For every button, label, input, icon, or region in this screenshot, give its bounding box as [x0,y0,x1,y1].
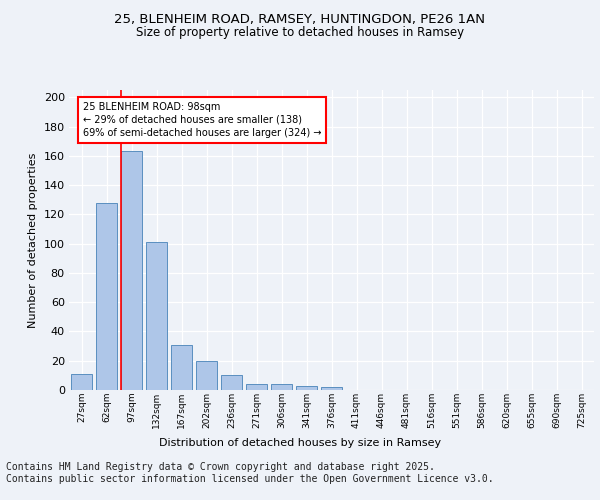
Text: 25, BLENHEIM ROAD, RAMSEY, HUNTINGDON, PE26 1AN: 25, BLENHEIM ROAD, RAMSEY, HUNTINGDON, P… [115,12,485,26]
Bar [171,344,192,390]
Text: Distribution of detached houses by size in Ramsey: Distribution of detached houses by size … [159,438,441,448]
Text: Size of property relative to detached houses in Ramsey: Size of property relative to detached ho… [136,26,464,39]
Bar [296,386,317,390]
Bar [96,202,117,390]
Text: Contains HM Land Registry data © Crown copyright and database right 2025.
Contai: Contains HM Land Registry data © Crown c… [6,462,494,484]
Y-axis label: Number of detached properties: Number of detached properties [28,152,38,328]
Bar [196,360,217,390]
Bar [271,384,292,390]
Text: 25 BLENHEIM ROAD: 98sqm
← 29% of detached houses are smaller (138)
69% of semi-d: 25 BLENHEIM ROAD: 98sqm ← 29% of detache… [83,102,321,138]
Bar [321,387,342,390]
Bar [121,152,142,390]
Bar [246,384,267,390]
Bar [71,374,92,390]
Bar [146,242,167,390]
Bar [221,376,242,390]
